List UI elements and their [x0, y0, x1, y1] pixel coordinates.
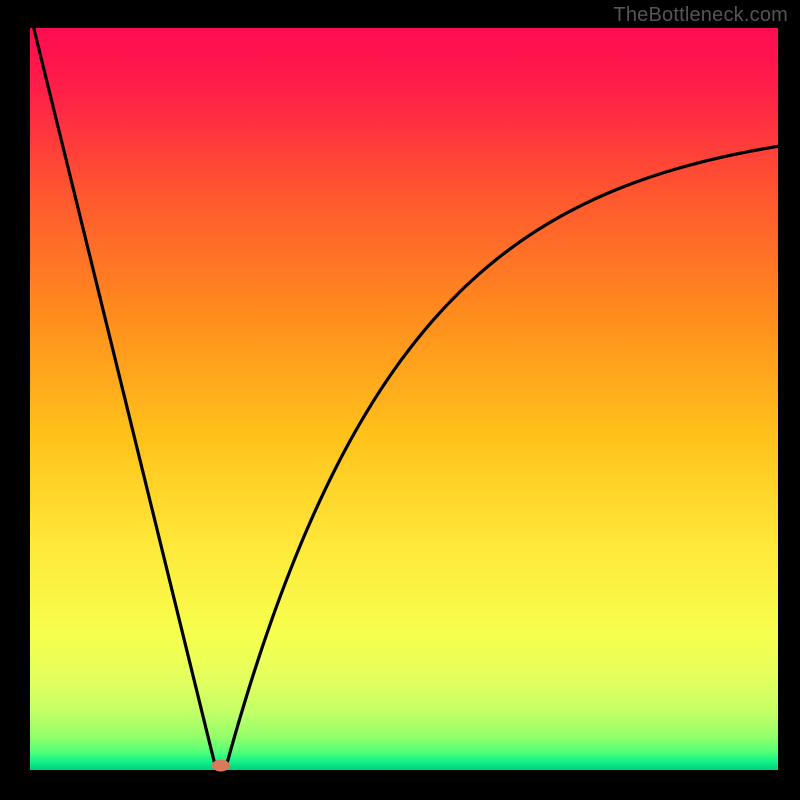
plot-background	[30, 28, 778, 770]
bottleneck-curve-chart	[0, 0, 800, 800]
chart-container: TheBottleneck.com	[0, 0, 800, 800]
watermark-text: TheBottleneck.com	[613, 4, 788, 27]
minimum-marker	[212, 760, 230, 772]
